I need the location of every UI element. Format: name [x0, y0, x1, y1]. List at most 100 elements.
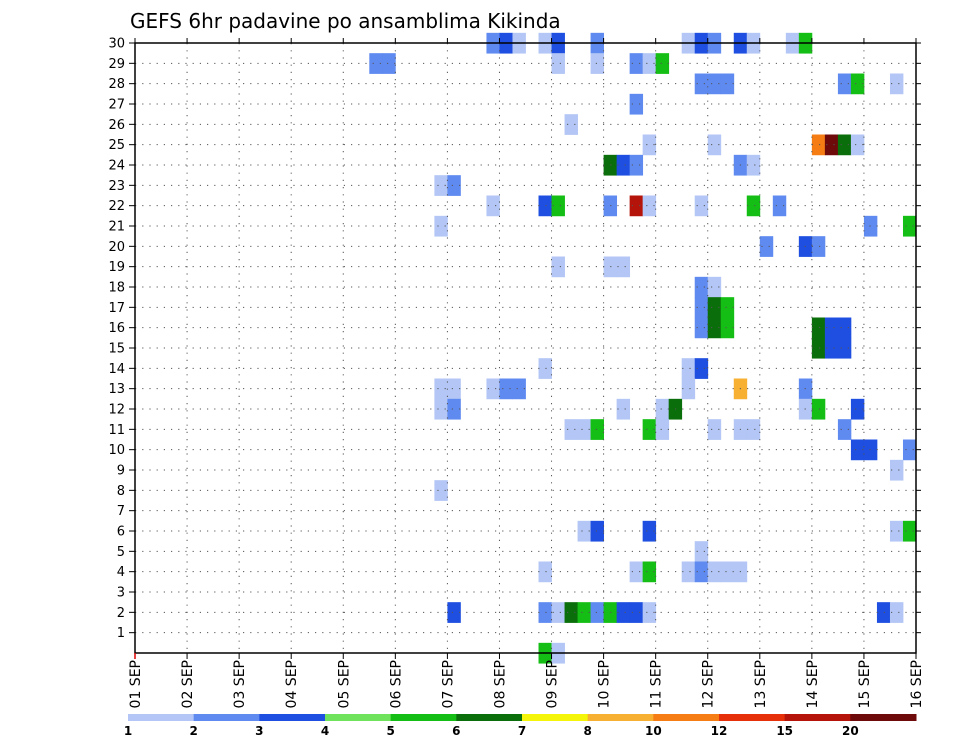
- heatmap-cell: [629, 93, 644, 115]
- heatmap-cell: [694, 561, 709, 583]
- heatmap-cell: [512, 378, 526, 400]
- grid-lines: [135, 42, 916, 653]
- heatmap-cell: [642, 602, 657, 623]
- heatmap-cell: [642, 134, 657, 156]
- heatmap-cell: [837, 317, 852, 339]
- heatmap-cell: [720, 317, 735, 339]
- heatmap-cell: [720, 297, 735, 318]
- heatmap-cell: [538, 561, 552, 583]
- heatmap-cell: [837, 73, 852, 95]
- heatmap-cell: [707, 73, 722, 95]
- legend-swatch: [784, 714, 851, 721]
- y-tick-label: 25: [108, 138, 125, 153]
- heatmap-cell: [434, 378, 448, 400]
- heatmap-cell: [889, 520, 904, 542]
- heatmap-cell: [551, 53, 565, 74]
- heatmap-cell: [434, 398, 448, 420]
- heatmap-cell: [447, 175, 461, 196]
- heatmap-cell: [889, 73, 904, 95]
- heatmap-cell: [824, 337, 839, 359]
- heatmap-cell: [642, 419, 657, 440]
- y-tick-label: 12: [108, 403, 125, 418]
- y-tick-label: 16: [108, 321, 125, 336]
- heatmap-cell: [577, 602, 591, 623]
- heatmap-cell: [746, 154, 761, 176]
- x-tick-label: 06 SEP: [388, 660, 404, 708]
- heatmap-cell: [577, 419, 591, 440]
- x-tick-label: 12 SEP: [701, 660, 717, 708]
- heatmap-cell: [694, 276, 709, 298]
- x-tick-label: 14 SEP: [805, 660, 821, 708]
- heatmap-cell: [824, 317, 839, 339]
- y-tick-label: 3: [117, 586, 125, 601]
- heatmap-cell: [434, 175, 448, 196]
- x-tick-label: 02 SEP: [180, 660, 196, 708]
- chart-title: GEFS 6hr padavine po ansamblima Kikinda: [130, 9, 561, 33]
- heatmap-cell: [590, 602, 604, 623]
- heatmap-cell: [694, 73, 709, 95]
- legend-label: 3: [255, 724, 263, 738]
- heatmap-cell: [707, 276, 722, 298]
- y-tick-label: 29: [108, 57, 125, 72]
- heatmap-cell: [850, 73, 865, 95]
- heatmap-cell: [655, 419, 670, 440]
- heatmap-cell: [590, 419, 604, 440]
- legend-swatch: [259, 714, 326, 721]
- heatmap-cell: [629, 195, 644, 217]
- heatmap-cell: [720, 561, 735, 583]
- x-tick-label: 04 SEP: [284, 660, 300, 708]
- y-tick-label: 1: [117, 626, 125, 641]
- x-tick-label: 10 SEP: [597, 660, 613, 708]
- x-tick-label: 08 SEP: [492, 660, 508, 708]
- y-tick-label: 9: [117, 464, 125, 479]
- heatmap-cell: [564, 114, 578, 135]
- y-tick-label: 2: [117, 606, 125, 621]
- heatmap-cell: [551, 256, 565, 278]
- heatmap-cell: [902, 520, 917, 542]
- heatmap-cell: [694, 297, 709, 318]
- heatmap-cell: [811, 398, 826, 420]
- y-tick-label: 30: [108, 37, 125, 52]
- legend-swatch: [850, 714, 917, 721]
- heatmap-cell: [551, 195, 565, 217]
- heatmap-cell: [876, 602, 891, 623]
- heatmap-cell: [629, 53, 644, 74]
- heatmap-cell: [642, 53, 657, 74]
- x-tick-label: 13 SEP: [753, 660, 769, 708]
- heatmap-cell: [863, 215, 878, 237]
- heatmap-cell: [850, 398, 865, 420]
- legend-swatch: [653, 714, 720, 721]
- heatmap-cell: [772, 195, 787, 217]
- legend-label: 20: [842, 724, 859, 738]
- heatmap-cell: [486, 195, 500, 217]
- heatmap-cell: [811, 134, 826, 156]
- y-tick-label: 14: [108, 362, 125, 377]
- heatmap-cell: [538, 195, 552, 217]
- heatmap-cell: [434, 480, 448, 501]
- x-tick-label: 11 SEP: [649, 660, 665, 708]
- heatmap-cell: [369, 53, 383, 74]
- heatmap-cell: [811, 236, 826, 257]
- heatmap-cell: [746, 419, 761, 440]
- x-tick-label: 09 SEP: [545, 660, 561, 708]
- y-tick-label: 4: [117, 565, 125, 580]
- y-tick-label: 7: [117, 504, 125, 519]
- heatmap-cell: [616, 256, 631, 278]
- x-tick-label: 03 SEP: [232, 660, 248, 708]
- heatmap-cell: [811, 337, 826, 359]
- y-tick-label: 6: [117, 525, 125, 540]
- heatmap-cell: [681, 378, 696, 400]
- legend-label: 10: [645, 724, 662, 738]
- legend-swatch: [128, 714, 195, 721]
- heatmap-cell: [889, 459, 904, 481]
- legend-label: 1: [124, 724, 132, 738]
- heatmap-cell: [850, 439, 865, 461]
- legend-swatch: [587, 714, 654, 721]
- heatmap-cell: [837, 134, 852, 156]
- heatmap-cell: [694, 317, 709, 339]
- y-tick-label: 26: [108, 118, 125, 133]
- heatmap-cell: [811, 317, 826, 339]
- heatmap-cell: [707, 134, 722, 156]
- heatmap-cell: [824, 134, 839, 156]
- heatmap-cell: [694, 358, 709, 379]
